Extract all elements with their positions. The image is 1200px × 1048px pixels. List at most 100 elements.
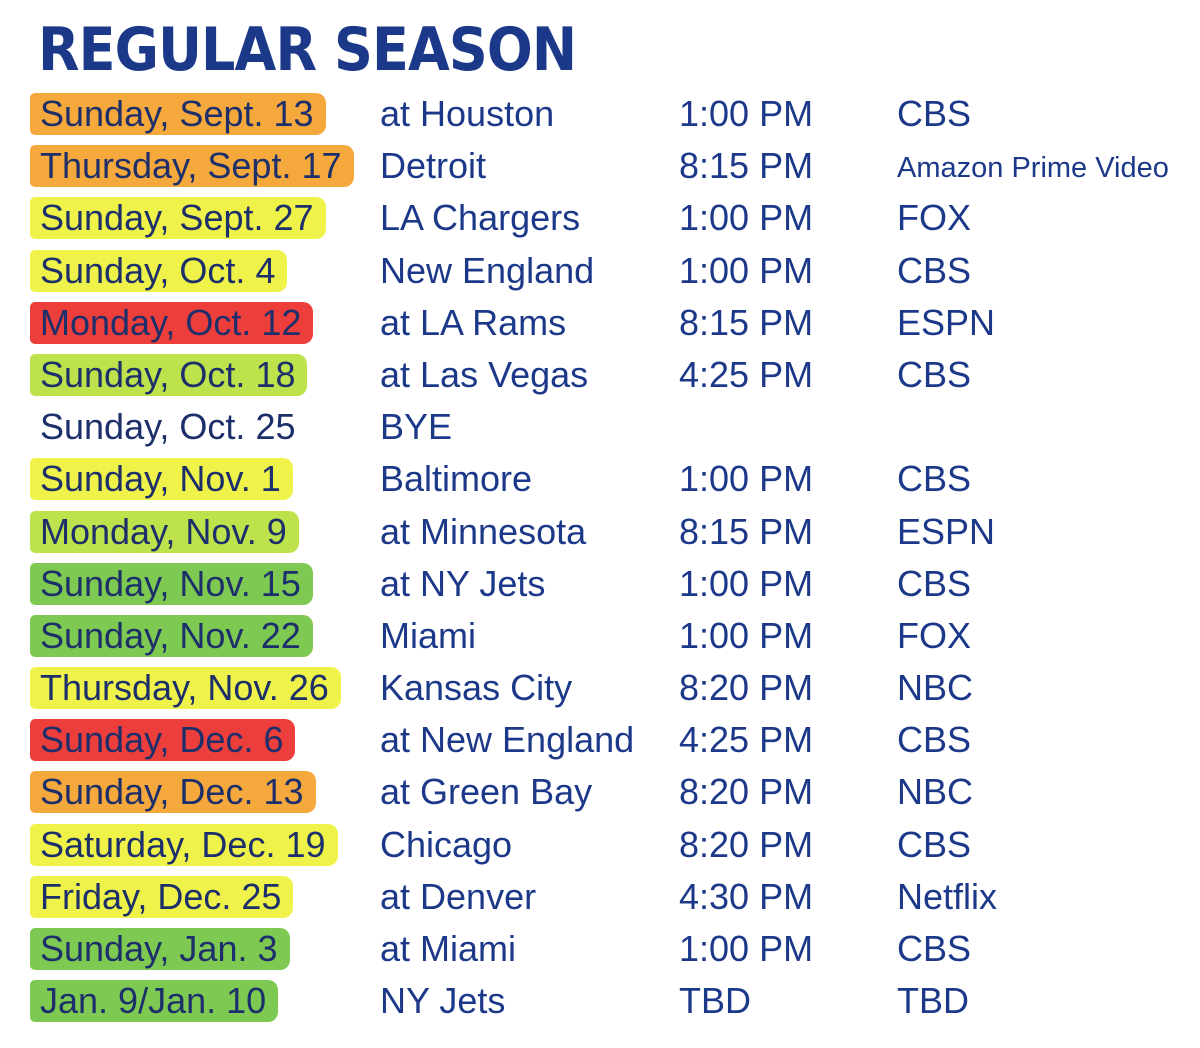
game-date: Sunday, Oct. 4 [40,249,276,291]
date-highlight [30,145,354,188]
game-network: ESPN [897,301,996,343]
date-highlight [30,823,338,866]
date-highlight [30,249,288,292]
game-time: 1:00 PM [679,197,814,239]
game-opponent: at Houston [380,93,555,134]
game-opponent: at Las Vegas [380,353,589,395]
date-highlight [30,301,314,344]
game-network: TBD [897,980,969,1022]
game-date: Friday, Dec. 25 [40,875,282,917]
date-highlight [30,667,341,710]
game-time: 1:00 PM [679,249,814,291]
game-date: Sunday, Jan. 3 [40,928,278,969]
schedule-table: Sunday, Sept. 13 at Houston 1:00 PM CBS Thur… [0,88,1200,1027]
game-time: 8:15 PM [679,145,814,187]
game-date: Sunday, Nov. 15 [40,562,301,604]
date-highlight [30,614,313,657]
schedule-row: Monday, Nov. 9 at Minnesota 8:15 PM ESPN [0,506,1200,558]
schedule-row: Sunday, Dec. 13 at Green Bay 8:20 PM NBC [0,766,1200,818]
game-network: Netflix [897,875,998,917]
game-opponent: at LA Rams [380,301,567,343]
schedule-row: Monday, Oct. 12 at LA Rams 8:15 PM ESPN [0,297,1200,349]
date-highlight [30,93,326,135]
game-network: CBS [897,93,972,134]
date-highlight [30,719,296,762]
game-network: NBC [897,667,974,709]
game-opponent: Kansas City [380,667,573,709]
game-date: Saturday, Dec. 19 [40,823,326,865]
game-time: 1:00 PM [679,614,814,656]
game-date: Monday, Nov. 9 [40,510,287,552]
game-opponent: Miami [380,614,476,656]
game-network: CBS [897,353,972,395]
game-network: CBS [897,249,972,291]
game-date: Sunday, Dec. 6 [40,719,284,761]
schedule-row: Jan. 9/Jan. 10 NY Jets TBD TBD [0,975,1200,1027]
date-highlight [30,562,313,605]
date-highlight [30,458,293,501]
game-time: 8:20 PM [679,667,814,709]
schedule-row: Sunday, Oct. 18 at Las Vegas 4:25 PM CBS [0,349,1200,401]
game-network: NBC [897,771,974,813]
game-date: Sunday, Sept. 13 [40,93,314,134]
schedule-row: Thursday, Sept. 17 Detroit 8:15 PM Amazon P… [0,140,1200,192]
schedule-row: Sunday, Oct. 25 BYE [0,401,1200,453]
game-network: ESPN [897,510,996,552]
game-time: TBD [679,980,751,1022]
game-opponent: LA Chargers [380,197,581,239]
game-time: 4:25 PM [679,719,814,761]
game-time: 8:15 PM [679,301,814,343]
game-date: Sunday, Oct. 25 [40,406,296,448]
game-network: FOX [897,197,972,239]
game-opponent: NY Jets [380,980,506,1022]
game-opponent: at Miami [380,928,517,969]
game-time: 8:20 PM [679,823,814,865]
game-date: Thursday, Sept. 17 [40,145,342,187]
game-opponent: BYE [380,406,453,448]
game-network: Amazon Prime Video [897,152,1169,185]
date-highlight [30,510,299,553]
game-network: CBS [897,928,972,969]
game-opponent: Chicago [380,823,513,865]
date-highlight [30,980,279,1023]
game-network: FOX [897,614,972,656]
game-network: CBS [897,458,972,500]
schedule-row: Sunday, Nov. 22 Miami 1:00 PM FOX [0,610,1200,662]
game-date: Jan. 9/Jan. 10 [40,980,267,1022]
schedule-row: Sunday, Jan. 3 at Miami 1:00 PM CBS [0,923,1200,975]
game-time: 4:30 PM [679,875,814,917]
game-opponent: at NY Jets [380,562,546,604]
game-network: CBS [897,562,972,604]
game-date: Sunday, Nov. 1 [40,458,281,500]
date-highlight [30,771,316,814]
game-date: Thursday, Nov. 26 [40,667,329,709]
game-date: Sunday, Nov. 22 [40,614,301,656]
date-highlight [30,928,290,970]
game-time: 1:00 PM [679,93,814,134]
game-opponent: New England [380,249,595,291]
game-network: CBS [897,719,972,761]
schedule-row: Sunday, Oct. 4 New England 1:00 PM CBS [0,245,1200,297]
game-time: 1:00 PM [679,928,814,969]
game-opponent: at New England [380,719,635,761]
game-opponent: at Green Bay [380,771,593,813]
schedule-row: Saturday, Dec. 19 Chicago 8:20 PM CBS [0,819,1200,871]
date-highlight [30,353,308,396]
game-date: Sunday, Sept. 27 [40,197,314,239]
date-highlight [30,875,294,918]
game-date: Monday, Oct. 12 [40,301,302,343]
game-date: Sunday, Oct. 18 [40,353,296,395]
date-highlight [30,197,326,240]
game-time: 8:20 PM [679,771,814,813]
page-title: REGULAR SEASON [38,15,577,85]
schedule-row: Sunday, Sept. 13 at Houston 1:00 PM CBS [0,88,1200,140]
schedule-row: Thursday, Nov. 26 Kansas City 8:20 PM NBC [0,662,1200,714]
schedule-row: Sunday, Dec. 6 at New England 4:25 PM CBS [0,714,1200,766]
game-network: CBS [897,823,972,865]
game-opponent: at Denver [380,875,537,917]
schedule-row: Sunday, Nov. 15 at NY Jets 1:00 PM CBS [0,558,1200,610]
game-time: 8:15 PM [679,510,814,552]
schedule-row: Sunday, Sept. 27 LA Chargers 1:00 PM FOX [0,192,1200,244]
schedule-row: Sunday, Nov. 1 Baltimore 1:00 PM CBS [0,453,1200,505]
game-time: 1:00 PM [679,562,814,604]
